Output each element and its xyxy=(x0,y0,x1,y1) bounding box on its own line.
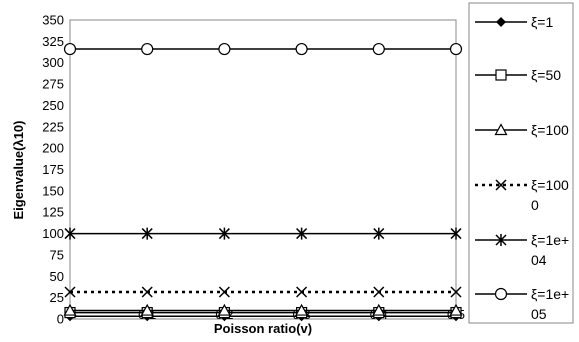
plot-area xyxy=(69,19,457,320)
y-tick-label: 0 xyxy=(57,312,64,327)
legend-entry: ξ=1e+ 04 xyxy=(475,232,569,268)
triangle-marker xyxy=(372,303,386,316)
y-tick-label: 275 xyxy=(42,77,64,92)
circle-marker xyxy=(141,42,154,56)
triangle-marker xyxy=(140,303,154,316)
y-tick-label: 50 xyxy=(50,269,64,284)
diamond-marker xyxy=(496,17,506,27)
legend-label: 04 xyxy=(531,252,547,268)
series-layer xyxy=(63,42,463,322)
legend-label: 0 xyxy=(531,197,539,213)
circle-marker xyxy=(63,42,77,56)
circle-marker xyxy=(494,287,508,301)
y-tick-label: 100 xyxy=(42,226,64,241)
legend-entry: ξ=1 xyxy=(475,14,553,30)
x-axis-title: Poisson ratio(v) xyxy=(214,321,312,336)
x-marker xyxy=(141,286,153,298)
triangle-marker xyxy=(63,303,77,316)
series-4 xyxy=(64,227,462,240)
asterisk-marker xyxy=(450,227,462,240)
y-tick-label: 125 xyxy=(42,205,64,220)
y-tick-label: 350 xyxy=(42,13,64,28)
circle-marker xyxy=(218,42,231,56)
x-marker xyxy=(450,286,462,298)
y-tick-label: 175 xyxy=(42,162,64,177)
asterisk-marker xyxy=(218,227,230,240)
y-tick-label: 250 xyxy=(42,98,64,113)
y-tick-label: 150 xyxy=(42,183,64,198)
square-marker xyxy=(495,69,507,81)
y-tick-label: 75 xyxy=(50,247,64,262)
y-tick-label: 300 xyxy=(42,55,64,70)
legend-label: ξ=1e+ xyxy=(531,232,569,248)
legend-entry: ξ=1e+ 05 xyxy=(475,286,569,322)
asterisk-marker xyxy=(64,227,76,240)
triangle-marker xyxy=(449,303,463,316)
y-axis-ticks: 0 25 50 75 100 125 150 175 200 225 250 275 300 325 350 xyxy=(42,13,64,327)
x-marker xyxy=(64,286,76,298)
legend-label: 05 xyxy=(531,306,547,322)
asterisk-marker xyxy=(495,234,507,246)
circle-marker xyxy=(295,42,308,56)
legend-label: ξ=100 xyxy=(531,177,569,193)
triangle-marker xyxy=(494,123,508,136)
series-5 xyxy=(63,42,463,56)
y-tick-label: 200 xyxy=(42,141,64,156)
series-3 xyxy=(64,286,462,298)
y-tick-label: 25 xyxy=(50,290,64,305)
circle-marker xyxy=(449,42,463,56)
x-marker xyxy=(495,179,507,191)
x-marker xyxy=(373,286,385,298)
legend-label: ξ=50 xyxy=(531,67,561,83)
y-tick-label: 225 xyxy=(42,119,64,134)
legend-label: ξ=1 xyxy=(531,14,553,30)
y-axis-title: Eigenvalue(λ10) xyxy=(11,121,26,220)
legend-entry: ξ=50 xyxy=(475,67,561,83)
triangle-marker xyxy=(217,303,231,316)
asterisk-marker xyxy=(296,227,308,240)
series-2 xyxy=(63,303,463,316)
x-marker xyxy=(296,286,308,298)
legend-entry: ξ=100 xyxy=(475,122,569,138)
triangle-marker xyxy=(295,303,309,316)
circle-marker xyxy=(372,42,385,56)
y-tick-label: 325 xyxy=(42,34,64,49)
asterisk-marker xyxy=(373,227,385,240)
legend-entry: ξ=100 0 xyxy=(475,177,569,213)
x-marker xyxy=(218,286,230,298)
asterisk-marker xyxy=(141,227,153,240)
legend-label: ξ=1e+ xyxy=(531,286,569,302)
legend-box xyxy=(468,2,574,324)
x-axis-ticks: 00.10.20.30.40.5 xyxy=(66,307,465,322)
legend-label: ξ=100 xyxy=(531,122,569,138)
legend: ξ=1 ξ=50 ξ=100 ξ=100 0 ξ=1e+ 04 ξ=1e+ 05 xyxy=(475,14,569,322)
